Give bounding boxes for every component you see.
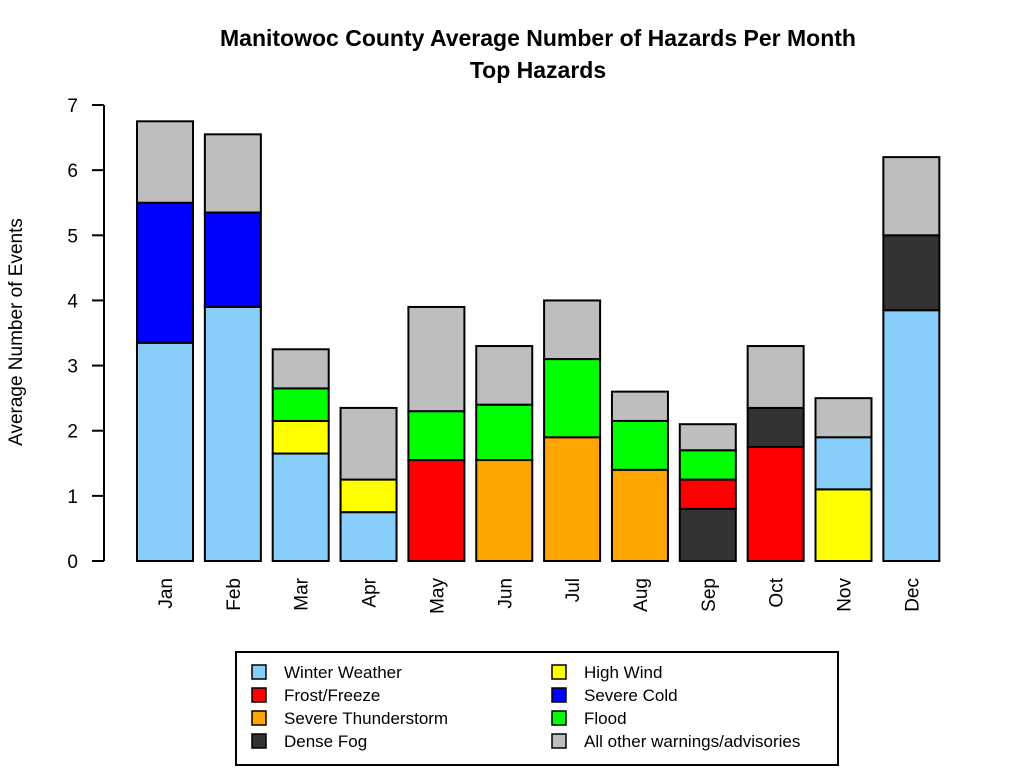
- bar-segment-mar-winter-weather: [271, 452, 330, 563]
- bar-segment-jan-severe-cold: [136, 201, 194, 344]
- y-axis: 0 1 2 3 4 5 6 7: [67, 96, 105, 573]
- bar-segment-sep-dense-fog: [678, 507, 737, 562]
- bar-segment-oct-frost-freeze: [746, 446, 805, 563]
- chart-title: Manitowoc County Average Number of Hazar…: [220, 25, 856, 51]
- legend-swatch-frost-freeze: [251, 687, 267, 703]
- bar-segment-may-flood: [407, 410, 466, 462]
- x-tick-label-feb: Feb: [224, 578, 245, 611]
- bar-segment-mar-flood: [271, 387, 330, 422]
- bar-segment-dec-all-other-warnings-advisories: [882, 156, 941, 237]
- x-tick-label-nov: Nov: [835, 578, 856, 612]
- bar-segment-jun-all-other-warnings-advisories: [475, 345, 534, 406]
- x-tick-label-jun: Jun: [495, 578, 516, 609]
- x-tick-label-aug: Aug: [631, 578, 652, 612]
- bar-segment-feb-all-other-warnings-advisories: [203, 133, 262, 214]
- y-tick-label: 4: [67, 291, 78, 312]
- y-tick-label: 7: [67, 96, 78, 117]
- bar-segment-oct-all-other-warnings-advisories: [746, 345, 805, 409]
- x-tick-label-dec: Dec: [902, 578, 923, 612]
- bar-segment-jun-flood: [475, 403, 534, 462]
- y-tick-label: 2: [67, 422, 78, 443]
- bar-segment-dec-dense-fog: [882, 234, 941, 312]
- bar-segment-aug-severe-thunderstorm: [610, 468, 669, 562]
- y-tick-label: 3: [67, 357, 78, 378]
- legend-label-winter-weather: Winter Weather: [284, 663, 402, 682]
- x-tick-label-apr: Apr: [360, 577, 381, 607]
- legend-box: [235, 651, 839, 766]
- bar-segment-feb-winter-weather: [203, 305, 262, 563]
- legend-swatch-severe-cold: [551, 687, 567, 703]
- bar-segment-nov-winter-weather: [814, 436, 873, 491]
- y-tick-label: 0: [67, 552, 78, 573]
- bar-segment-apr-high-wind: [339, 478, 398, 514]
- bar-segment-jan-winter-weather: [136, 341, 194, 562]
- bar-segment-may-all-other-warnings-advisories: [407, 305, 466, 413]
- bar-segment-jul-all-other-warnings-advisories: [543, 299, 602, 361]
- bar-segment-feb-severe-cold: [203, 211, 262, 308]
- legend-label-high-wind: High Wind: [584, 663, 662, 682]
- bar-segment-jun-severe-thunderstorm: [475, 459, 534, 562]
- bar-segment-apr-winter-weather: [339, 511, 398, 563]
- bar-segment-mar-all-other-warnings-advisories: [271, 348, 330, 390]
- legend-swatch-high-wind: [551, 664, 567, 680]
- legend-swatch-flood: [551, 710, 567, 726]
- bar-segment-aug-flood: [610, 419, 669, 471]
- bar-segment-sep-frost-freeze: [678, 478, 737, 510]
- bar-segment-sep-all-other-warnings-advisories: [678, 423, 737, 452]
- bar-segment-jul-severe-thunderstorm: [543, 436, 602, 563]
- bar-segment-nov-high-wind: [814, 488, 873, 563]
- bars: [136, 120, 941, 563]
- bar-segment-sep-flood: [678, 449, 737, 481]
- x-tick-label-mar: Mar: [292, 577, 313, 610]
- legend: Winter Weather Frost/Freeze Severe Thunder…: [235, 651, 839, 766]
- y-tick-label: 5: [67, 226, 78, 247]
- y-tick-label: 1: [67, 487, 78, 508]
- x-tick-label-jul: Jul: [563, 578, 584, 602]
- x-tick-label-oct: Oct: [767, 577, 788, 607]
- x-tick-label-may: May: [427, 578, 448, 614]
- legend-label-dense-fog: Dense Fog: [284, 732, 367, 751]
- x-tick-label-sep: Sep: [699, 578, 720, 612]
- legend-swatch-winter-weather: [251, 664, 267, 680]
- bar-segment-may-frost-freeze: [407, 459, 466, 562]
- y-axis-label: Average Number of Events: [6, 218, 27, 446]
- bar-segment-oct-dense-fog: [746, 406, 805, 449]
- legend-label-all-other-warnings-advisories: All other warnings/advisories: [584, 732, 800, 751]
- legend-label-severe-thunderstorm: Severe Thunderstorm: [284, 709, 448, 728]
- bar-segment-aug-all-other-warnings-advisories: [610, 390, 669, 422]
- x-tick-label-jan: Jan: [156, 578, 177, 609]
- chart-subtitle: Top Hazards: [470, 57, 606, 83]
- bar-segment-apr-all-other-warnings-advisories: [339, 406, 398, 481]
- legend-label-severe-cold: Severe Cold: [584, 686, 678, 705]
- bar-segment-jul-flood: [543, 358, 602, 439]
- x-axis-labels: Jan Feb Mar Apr May Jun Jul Aug Sep Oct Nov Dec: [156, 577, 923, 614]
- bar-segment-mar-high-wind: [271, 419, 330, 455]
- bar-segment-dec-winter-weather: [882, 309, 941, 562]
- bar-segment-nov-all-other-warnings-advisories: [814, 397, 873, 439]
- bar-segment-jan-all-other-warnings-advisories: [136, 120, 194, 204]
- legend-swatch-severe-thunderstorm: [251, 710, 267, 726]
- legend-label-frost-freeze: Frost/Freeze: [284, 686, 380, 705]
- legend-swatch-dense-fog: [251, 733, 267, 749]
- legend-swatch-all-other-warnings-advisories: [551, 733, 567, 749]
- legend-label-flood: Flood: [584, 709, 627, 728]
- y-tick-label: 6: [67, 161, 78, 182]
